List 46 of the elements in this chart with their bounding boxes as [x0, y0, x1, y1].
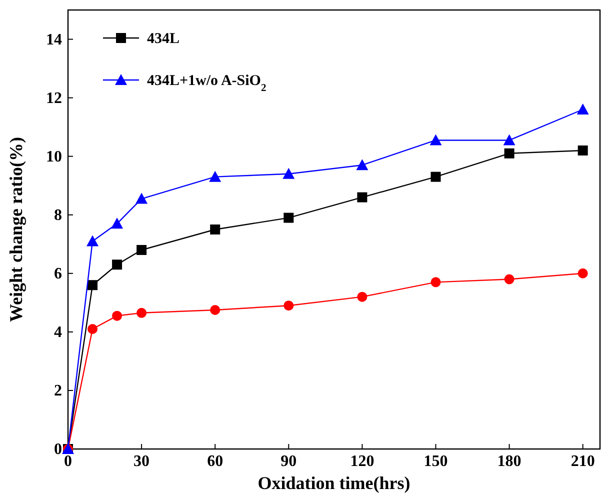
point: [430, 172, 441, 182]
point: [136, 308, 147, 318]
point: [136, 192, 148, 204]
point: [504, 148, 514, 158]
x-tick-label: 120: [350, 453, 374, 470]
point: [357, 192, 368, 202]
x-tick-label: 60: [207, 453, 224, 470]
x-tick-label: 30: [134, 453, 150, 470]
y-tick-label: 2: [54, 382, 62, 400]
point: [357, 292, 368, 302]
point: [210, 304, 220, 315]
point: [284, 300, 294, 311]
y-tick-label: 8: [54, 206, 62, 224]
y-tick-label: 10: [46, 148, 62, 166]
point: [112, 310, 122, 321]
y-tick-label: 6: [54, 265, 62, 282]
point: [503, 134, 516, 146]
point: [112, 260, 122, 270]
point: [430, 277, 441, 288]
y-tick-label: 12: [46, 90, 62, 107]
point: [88, 280, 98, 290]
x-tick-label: 150: [424, 453, 448, 470]
y-tick-label: 4: [54, 324, 62, 341]
point: [86, 235, 99, 246]
x-axis-title: Oxidation time(hrs): [258, 473, 410, 493]
x-tick-label: 90: [280, 453, 297, 470]
x-tick-label: 180: [497, 453, 522, 470]
point: [578, 145, 588, 156]
legend-label: 434L: [147, 31, 180, 47]
y-tick-label: 0: [54, 441, 62, 458]
point: [136, 244, 147, 255]
point: [578, 268, 588, 278]
point: [209, 170, 222, 182]
x-tick-label: 210: [570, 453, 595, 470]
point: [111, 218, 124, 229]
legend-label: 434L+1w/o A-SiO$_{2}$: [147, 73, 266, 94]
y-tick-label: 14: [46, 31, 62, 48]
point: [210, 224, 220, 234]
point: [284, 212, 294, 223]
point: [356, 159, 368, 170]
point: [282, 168, 295, 179]
point: [88, 324, 98, 334]
y-axis-title: Weight change ratio(%): [6, 137, 26, 322]
point: [430, 134, 442, 146]
point: [576, 104, 589, 115]
point: [504, 274, 514, 284]
